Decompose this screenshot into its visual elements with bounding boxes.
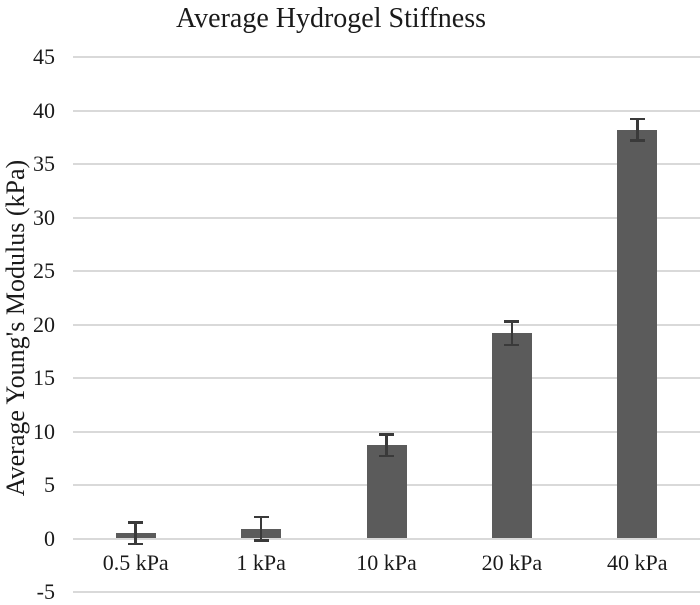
y-tick-label: 5 xyxy=(44,472,55,497)
error-bar-cap xyxy=(379,454,394,458)
gridline xyxy=(73,216,700,219)
gridline xyxy=(73,323,700,326)
y-tick-label: 45 xyxy=(33,44,55,69)
error-bar xyxy=(385,434,388,457)
bar xyxy=(617,129,658,539)
x-tick-label: 20 kPa xyxy=(481,550,543,575)
bar xyxy=(366,445,407,539)
y-tick-label: 35 xyxy=(33,151,55,176)
y-tick-label: 20 xyxy=(33,311,55,337)
gridline xyxy=(73,56,700,58)
error-bar xyxy=(134,522,137,544)
error-bar-cap xyxy=(253,539,269,542)
gridline xyxy=(73,430,700,433)
x-tick-label: 10 kPa xyxy=(356,550,417,575)
error-bar-cap xyxy=(629,139,645,142)
x-tick-label: 0.5 kPa xyxy=(102,550,169,575)
y-tick-label: 30 xyxy=(33,204,55,230)
error-bar xyxy=(510,321,514,345)
gridline xyxy=(73,591,700,593)
error-bar-cap xyxy=(128,521,144,524)
y-tick-label: 10 xyxy=(33,418,55,444)
error-bar-cap xyxy=(253,515,269,519)
error-bar-cap xyxy=(379,433,394,436)
gridline xyxy=(73,163,700,165)
error-bar-cap xyxy=(504,320,520,323)
error-bar-cap xyxy=(629,117,645,121)
error-bar-cap xyxy=(504,343,520,347)
y-tick-label: 25 xyxy=(33,258,55,283)
y-tick-label: 0 xyxy=(44,525,55,551)
gridline xyxy=(73,377,700,379)
y-tick-label: -5 xyxy=(36,579,55,604)
y-tick-label: 40 xyxy=(33,97,55,123)
gridline xyxy=(73,537,700,540)
error-bar xyxy=(636,119,639,141)
y-tick-label: 15 xyxy=(33,365,55,390)
gridline xyxy=(73,270,700,272)
bar xyxy=(491,333,532,539)
x-tick-label: 1 kPa xyxy=(236,550,286,575)
error-bar-cap xyxy=(128,542,144,546)
chart-title: Average Hydrogel Stiffness xyxy=(176,3,486,34)
x-tick-label: 40 kPa xyxy=(607,550,668,575)
gridline xyxy=(73,109,700,112)
error-bar xyxy=(259,517,263,541)
